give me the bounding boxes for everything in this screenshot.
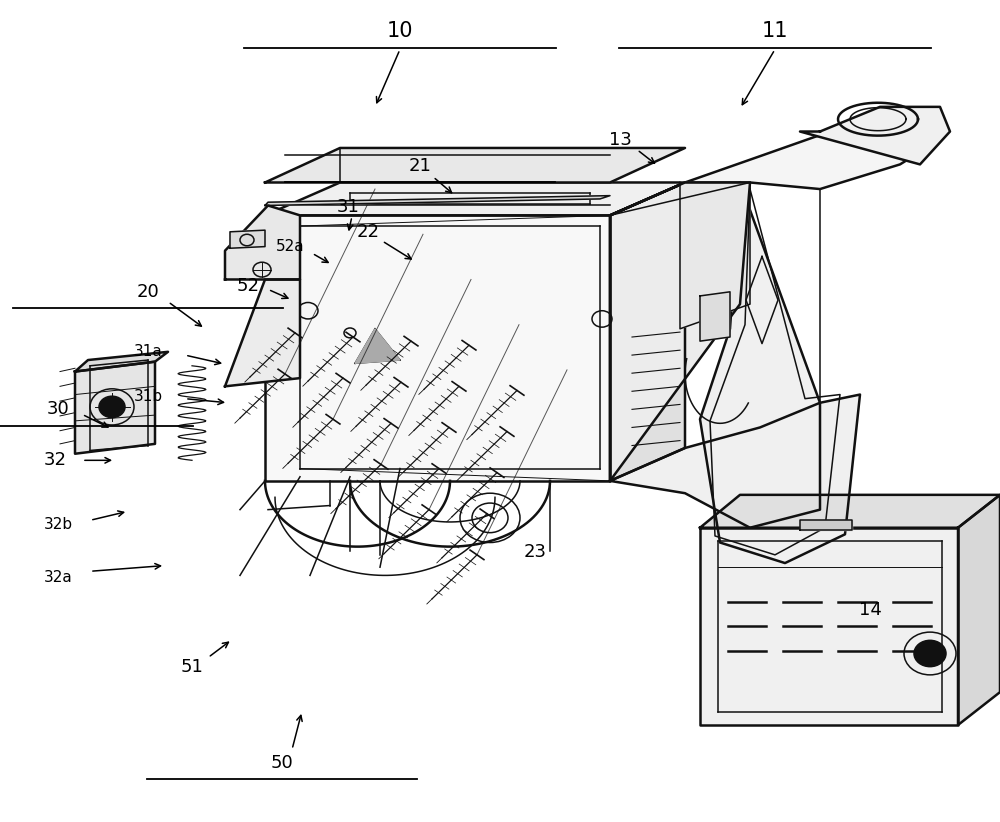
Polygon shape <box>610 182 685 481</box>
Polygon shape <box>265 215 610 481</box>
Polygon shape <box>700 292 730 341</box>
Text: 52: 52 <box>237 277 260 295</box>
Text: 11: 11 <box>762 21 788 41</box>
Polygon shape <box>700 495 1000 528</box>
Text: 21: 21 <box>409 157 431 175</box>
Polygon shape <box>225 279 300 386</box>
Circle shape <box>914 640 946 667</box>
Text: 20: 20 <box>137 283 159 301</box>
Text: 31a: 31a <box>134 344 162 359</box>
Text: 32a: 32a <box>44 570 72 584</box>
Polygon shape <box>265 182 685 215</box>
Polygon shape <box>265 148 685 182</box>
Polygon shape <box>75 352 168 372</box>
Polygon shape <box>958 495 1000 725</box>
Text: 51: 51 <box>181 658 203 677</box>
Text: 52a: 52a <box>276 239 304 254</box>
Polygon shape <box>75 362 155 454</box>
Text: 32: 32 <box>44 451 66 469</box>
Polygon shape <box>700 182 860 563</box>
Text: 32b: 32b <box>43 517 73 532</box>
Polygon shape <box>225 206 300 279</box>
Text: 10: 10 <box>387 21 413 41</box>
Polygon shape <box>680 182 750 329</box>
Text: 13: 13 <box>609 131 631 149</box>
Polygon shape <box>800 107 950 164</box>
Circle shape <box>99 396 125 418</box>
Text: 22: 22 <box>356 223 380 241</box>
Text: 31b: 31b <box>133 389 163 404</box>
Text: 14: 14 <box>859 601 881 619</box>
Polygon shape <box>230 230 265 248</box>
Polygon shape <box>610 182 750 481</box>
Polygon shape <box>265 196 610 206</box>
Text: 30: 30 <box>47 400 69 418</box>
Text: 31: 31 <box>337 198 359 216</box>
Text: 50: 50 <box>271 754 293 772</box>
Polygon shape <box>610 403 820 528</box>
Polygon shape <box>700 528 958 725</box>
Polygon shape <box>610 117 940 215</box>
Text: 23: 23 <box>524 543 546 561</box>
Polygon shape <box>355 329 400 363</box>
Polygon shape <box>800 520 852 530</box>
